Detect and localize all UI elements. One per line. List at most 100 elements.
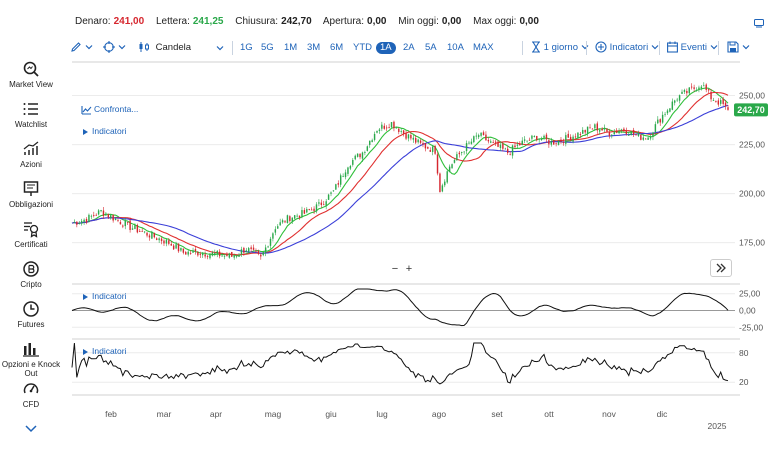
osc2-indicators-toggle[interactable]: Indicatori [83,346,127,356]
chart-type-select[interactable]: Candela [138,40,228,56]
candle-body [390,122,393,128]
sidebar-item-azioni[interactable]: Azioni [0,140,62,180]
period-5g[interactable]: 5G [261,42,274,53]
period-ytd[interactable]: YTD [353,42,372,53]
candle-body [250,247,252,250]
zoom-in-button[interactable]: + [405,263,413,275]
candle-body [560,139,562,142]
period-5a[interactable]: 5A [425,42,437,53]
candle-body [514,145,516,148]
period-max[interactable]: MAX [473,42,494,53]
chart-grid [72,61,740,396]
sidebar-item-obbligazioni[interactable]: Obbligazioni [0,180,62,220]
period-10a[interactable]: 10A [447,42,464,53]
close-value: 242,70 [281,16,312,27]
popout-icon[interactable] [754,18,764,28]
interval-label: 1 giorno [543,42,578,53]
candle-body [649,136,652,139]
osc1-tick-label: 25,00 [739,289,761,299]
candle-body [427,146,429,149]
sidebar-item-watchlist[interactable]: Watchlist [0,100,62,140]
sidebar-item-label: Cripto [20,280,42,289]
candle-body [681,91,683,94]
candle-body [468,142,470,144]
period-1m[interactable]: 1M [284,42,298,53]
chevron-down-icon[interactable] [24,423,38,433]
candle-body [625,130,628,134]
candle-body [327,194,330,200]
candle-body [80,220,83,224]
osc1-indicators-toggle[interactable]: Indicatori [83,291,127,301]
open-label: Apertura: [322,16,365,27]
chevron-down-icon [742,45,750,50]
candle-body [630,130,632,136]
candle-body [589,127,591,129]
candle-body [608,131,611,137]
candle-body [700,86,703,89]
indicators-menu[interactable]: Indicatori [595,40,659,56]
candle-body [402,130,405,134]
bar-chart-icon [23,343,39,357]
events-menu[interactable]: Eventi [667,40,718,56]
period-6m[interactable]: 6M [330,42,344,53]
month-tick-label: ott [544,409,554,419]
period-3m[interactable]: 3M [307,42,321,53]
candle-body [238,254,240,257]
sidebar-item-certificati[interactable]: Certificati [0,220,62,260]
sidebar-item-futures[interactable]: Futures [0,300,62,340]
candle-body [315,204,318,212]
price-tick-label: 175,00 [739,238,765,248]
candle-body [497,141,499,147]
period-1a[interactable]: 1A [376,42,396,54]
candle-body [160,238,163,242]
candle-body [439,173,441,193]
period-1g[interactable]: 1G [240,42,253,53]
last-price-marker: 242,70 [734,103,768,117]
candle-body [545,134,548,140]
candle-body [286,215,289,224]
candle-body [313,208,315,211]
candle-body [521,140,523,146]
sidebar-item-opzioni-knock-out[interactable]: Opzioni e Knock Out [0,340,62,380]
candle-body [654,124,657,133]
candle-body [318,202,320,204]
candle-body [204,254,206,257]
draw-tool-button[interactable] [70,40,93,56]
last-price-badge [734,103,768,117]
zoom-out-button[interactable]: − [391,263,399,275]
save-menu[interactable] [727,40,750,56]
candle-body [465,143,468,151]
crosshair-button[interactable] [103,40,126,56]
period-2a[interactable]: 2A [403,42,415,53]
candle-body [642,137,645,140]
candle-body [233,255,235,258]
scroll-to-latest-button[interactable] [710,259,732,277]
candle-body [412,137,415,140]
sidebar-item-label: Obbligazioni [8,200,54,209]
candle-body [594,124,596,129]
candle-body [657,119,659,124]
candle-body [727,107,729,110]
sidebar-item-cripto[interactable]: Cripto [0,260,62,300]
candle-body [540,138,543,141]
candle-body [461,152,463,153]
candle-body [446,171,448,183]
list-icon [23,103,38,115]
candle-body [436,154,439,174]
candle-body [555,143,557,145]
osc1-tick-label: 0,00 [739,306,756,316]
candle-body [279,222,281,226]
candle-body [456,154,458,161]
osc1-line [71,288,729,327]
sidebar-item-market-view[interactable]: Market View [0,60,62,100]
month-tick-label: ago [432,409,446,419]
candle-body [264,247,267,253]
candlestick-icon [139,42,149,53]
month-tick-label: lug [376,409,388,419]
candle-body [448,166,451,172]
compare-button[interactable]: Confronta... [81,104,138,115]
main-indicators-toggle[interactable]: Indicatori [83,126,127,136]
sidebar-item-cfd[interactable]: CFD [0,380,62,420]
